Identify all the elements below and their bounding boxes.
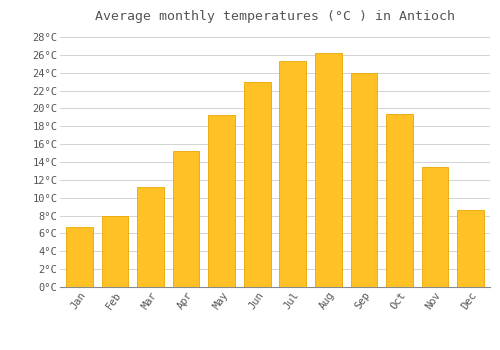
Bar [386,114,412,287]
Bar [315,53,342,287]
Bar [350,73,377,287]
Bar [66,227,93,287]
Bar [208,115,235,287]
Bar [280,61,306,287]
Bar [244,82,270,287]
Bar [102,216,128,287]
Bar [173,151,200,287]
Bar [457,210,484,287]
Title: Average monthly temperatures (°C ) in Antioch: Average monthly temperatures (°C ) in An… [95,10,455,23]
Bar [422,167,448,287]
Bar [138,187,164,287]
